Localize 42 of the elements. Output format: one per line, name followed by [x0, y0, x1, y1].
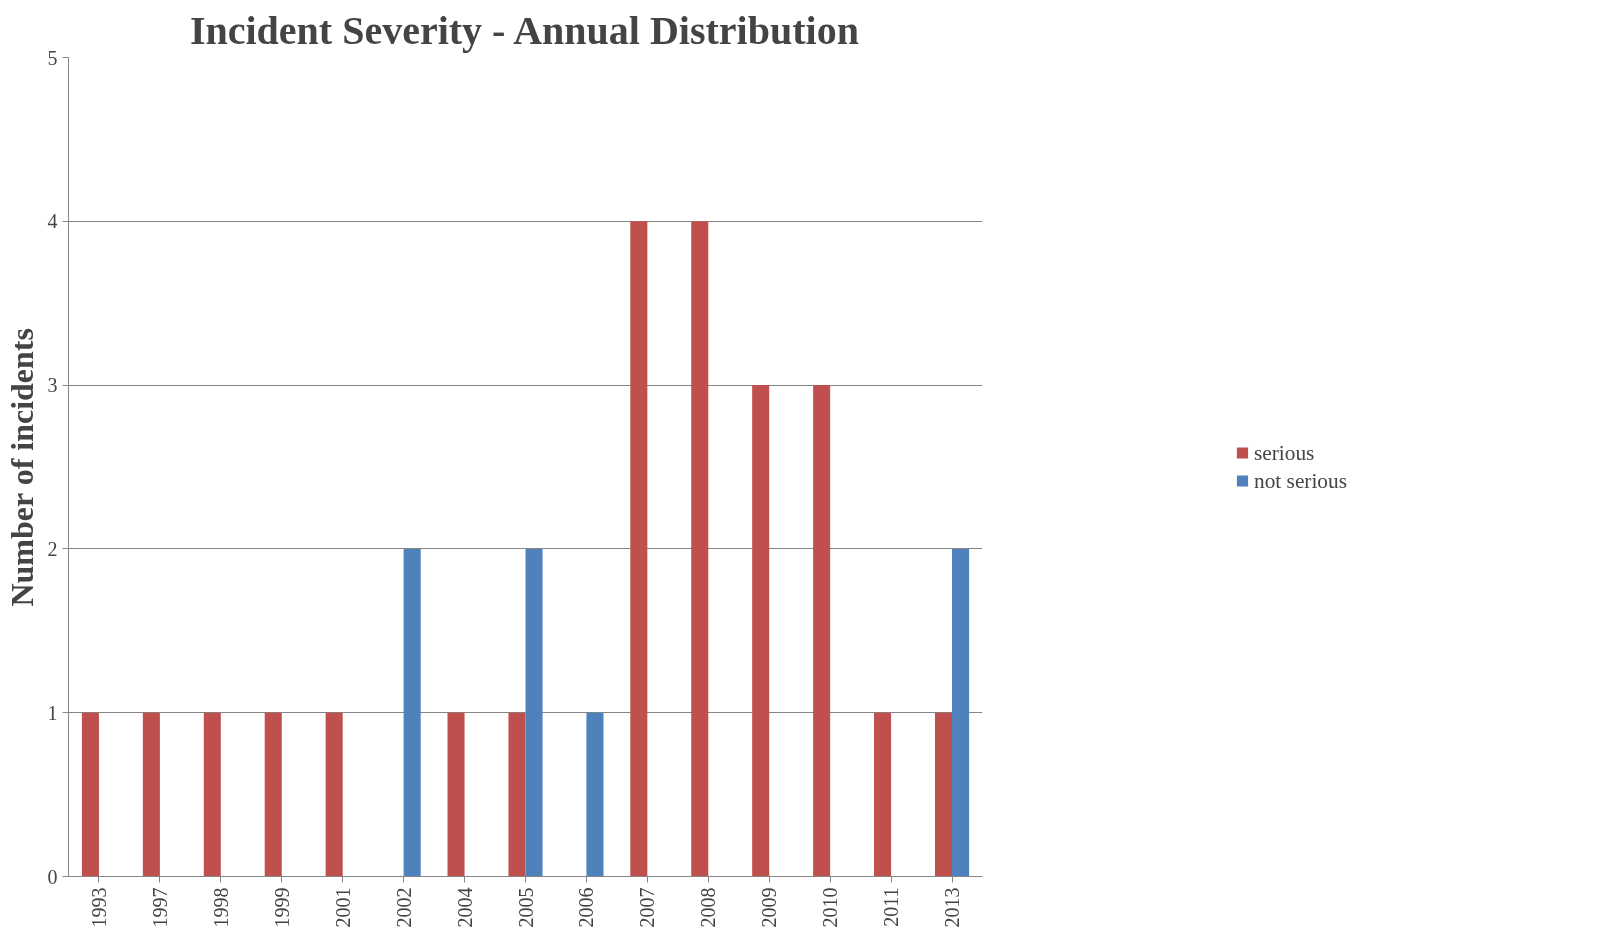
- bar: [691, 221, 709, 877]
- y-axis-title: Number of incidents: [3, 328, 40, 607]
- bar: [586, 712, 604, 877]
- x-tick-label: 2010: [819, 887, 842, 928]
- y-tick-label: 3: [47, 374, 58, 397]
- y-tick-label: 0: [47, 865, 58, 888]
- y-tick-label: 5: [47, 46, 58, 69]
- x-tick-label: 2009: [758, 887, 781, 928]
- bar: [752, 385, 770, 877]
- bar: [325, 712, 343, 877]
- bar: [934, 712, 953, 877]
- y-tick-label: 4: [47, 210, 58, 233]
- legend-label: not serious: [1253, 468, 1348, 493]
- x-tick-label: 2002: [392, 887, 415, 928]
- x-tick-label: 2011: [880, 887, 903, 927]
- x-tick-label: 1999: [270, 887, 293, 928]
- bar: [203, 712, 221, 877]
- x-tick-label: 2007: [636, 887, 659, 928]
- x-tick-label: 2008: [697, 887, 720, 928]
- bar: [813, 385, 831, 877]
- bar: [508, 712, 526, 877]
- x-tick-label: 2004: [453, 887, 476, 928]
- bar: [630, 221, 648, 877]
- x-tick-label: 2005: [514, 887, 537, 928]
- y-tick-label: 2: [47, 537, 58, 560]
- bar: [403, 548, 421, 877]
- x-tick-label: 1993: [87, 887, 110, 928]
- legend-label: serious: [1253, 440, 1315, 465]
- x-tick-label: 1998: [209, 887, 232, 928]
- chart-title: Incident Severity - Annual Distribution: [189, 7, 859, 53]
- y-tick-label: 1: [47, 701, 58, 724]
- x-tick-label: 2001: [331, 887, 354, 928]
- bar: [142, 712, 160, 877]
- bar: [952, 548, 970, 877]
- bar: [525, 548, 543, 877]
- bar: [874, 712, 892, 877]
- bar: [81, 712, 99, 877]
- bar: [264, 712, 282, 877]
- x-tick-label: 1997: [148, 887, 171, 928]
- x-tick-label: 2013: [941, 887, 964, 928]
- bar: [447, 712, 465, 877]
- x-tick-label: 2006: [575, 887, 598, 928]
